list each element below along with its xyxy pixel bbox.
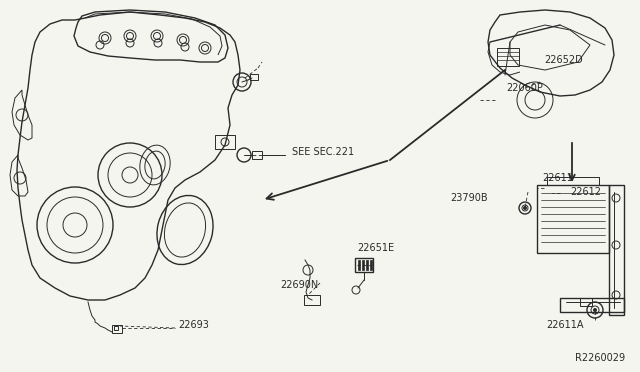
Text: 22612: 22612 [570, 187, 601, 197]
Circle shape [523, 206, 527, 210]
Bar [560, 298, 624, 312]
Circle shape [593, 308, 597, 312]
Text: 22690N: 22690N [280, 280, 318, 290]
Text: 22651E: 22651E [357, 243, 394, 253]
Bar [580, 298, 592, 306]
Bar [497, 48, 519, 66]
Text: 22652D: 22652D [544, 55, 583, 65]
Text: SEE SEC.221: SEE SEC.221 [292, 147, 354, 157]
Bar [250, 74, 258, 80]
Text: 22060P: 22060P [506, 83, 543, 93]
Bar [537, 185, 609, 253]
Bar [366, 260, 368, 270]
Bar [358, 260, 360, 270]
Text: 22611A: 22611A [547, 320, 584, 330]
Bar [609, 185, 624, 315]
Text: 23790B: 23790B [451, 193, 488, 203]
Bar [112, 325, 122, 333]
Text: 22693: 22693 [178, 320, 209, 330]
Bar [362, 260, 364, 270]
Text: 22611: 22611 [542, 173, 573, 183]
Bar [370, 260, 372, 270]
Text: R2260029: R2260029 [575, 353, 625, 363]
Bar [252, 151, 262, 159]
Bar [304, 295, 320, 305]
Bar [215, 135, 235, 149]
Bar [114, 326, 118, 330]
Bar [355, 258, 373, 272]
